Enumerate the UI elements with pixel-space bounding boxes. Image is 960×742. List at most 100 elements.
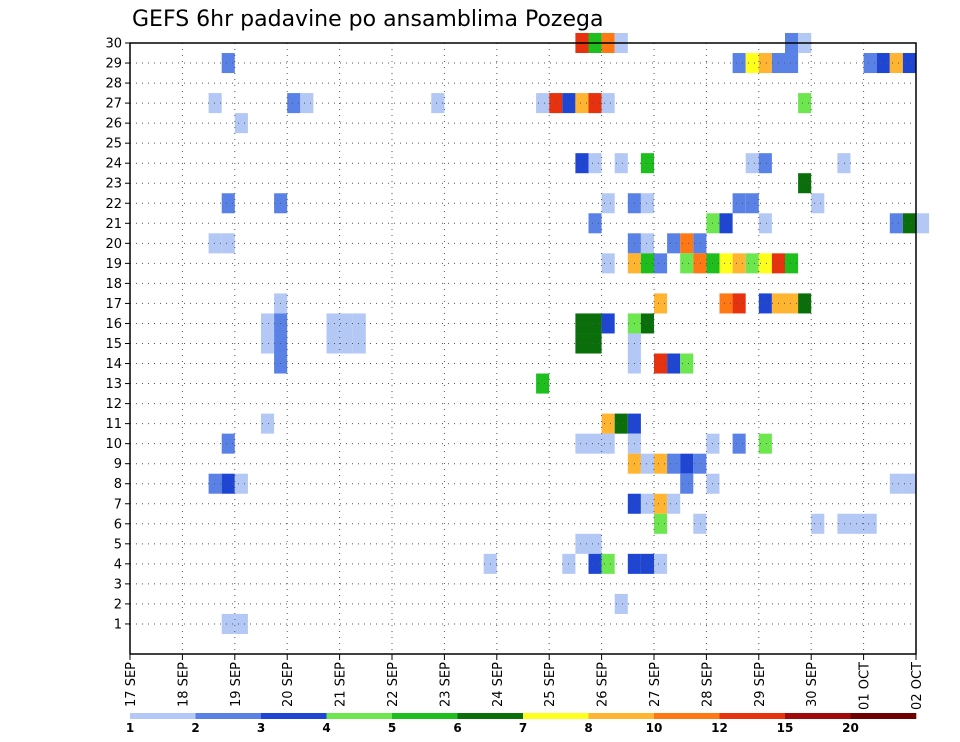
heatmap-cell bbox=[588, 433, 602, 454]
heatmap-cells bbox=[208, 32, 930, 634]
x-tick-label: 22 SEP bbox=[386, 662, 401, 707]
y-tick-label: 29 bbox=[105, 57, 122, 72]
heatmap-cell bbox=[221, 233, 235, 254]
colorbar-swatch bbox=[785, 713, 851, 719]
heatmap-cell bbox=[719, 213, 733, 234]
y-tick-label: 7 bbox=[114, 497, 122, 512]
heatmap-cell bbox=[667, 493, 681, 514]
heatmap-cell bbox=[811, 193, 825, 214]
colorbar-label: 6 bbox=[453, 721, 461, 735]
heatmap-cell bbox=[575, 433, 589, 454]
colorbar-legend: 1 2 3 4 5 6 7 8 10 12 15 20 bbox=[126, 713, 917, 735]
heatmap-cell bbox=[680, 453, 694, 474]
y-tick-label: 18 bbox=[105, 277, 122, 292]
colorbar-label: 5 bbox=[388, 721, 396, 735]
heatmap-cell bbox=[863, 53, 877, 74]
y-tick-label: 21 bbox=[105, 217, 122, 232]
x-tick-label: 19 SEP bbox=[229, 662, 244, 707]
x-tick-label: 24 SEP bbox=[491, 662, 506, 707]
heatmap-cell bbox=[837, 513, 851, 534]
y-tick-label: 3 bbox=[114, 577, 122, 592]
y-tick-label: 17 bbox=[105, 297, 122, 312]
y-tick-label: 19 bbox=[105, 257, 122, 272]
heatmap-cell bbox=[902, 473, 916, 494]
heatmap-cell bbox=[654, 293, 668, 314]
x-tick-label: 29 SEP bbox=[753, 662, 768, 707]
y-tick-label: 26 bbox=[105, 117, 122, 132]
heatmap-cell bbox=[261, 313, 275, 334]
x-tick-label: 28 SEP bbox=[700, 662, 715, 707]
y-tick-label: 1 bbox=[114, 617, 122, 632]
colorbar-swatch bbox=[130, 713, 196, 719]
y-tick-label: 11 bbox=[105, 417, 122, 432]
colorbar-swatch bbox=[654, 713, 720, 719]
heatmap-cell bbox=[221, 613, 235, 634]
heatmap-cell bbox=[221, 473, 235, 494]
heatmap-cell bbox=[680, 473, 694, 494]
colorbar-label: 20 bbox=[842, 721, 859, 735]
heatmap-cell bbox=[601, 433, 615, 454]
x-tick-label: 30 SEP bbox=[805, 662, 820, 707]
x-tick-label: 18 SEP bbox=[176, 662, 191, 707]
heatmap-cell bbox=[798, 93, 812, 114]
heatmap-cell bbox=[654, 453, 668, 474]
heatmap-cell bbox=[261, 333, 275, 354]
heatmap-cell bbox=[549, 93, 563, 114]
heatmap-cell bbox=[300, 93, 314, 114]
heatmap-cell bbox=[889, 53, 903, 74]
heatmap-cell bbox=[575, 153, 589, 174]
heatmap-cell bbox=[693, 453, 707, 474]
heatmap-cell bbox=[654, 553, 668, 574]
heatmap-cell bbox=[536, 373, 550, 394]
heatmap-cell bbox=[876, 53, 890, 74]
heatmap-cell bbox=[732, 293, 746, 314]
heatmap-cell bbox=[693, 513, 707, 534]
x-tick-label: 25 SEP bbox=[543, 662, 558, 707]
heatmap-cell bbox=[654, 253, 668, 274]
y-tick-label: 16 bbox=[105, 317, 122, 332]
heatmap-cell bbox=[614, 593, 628, 614]
heatmap-cell bbox=[326, 333, 340, 354]
y-tick-label: 9 bbox=[114, 457, 122, 472]
colorbar-swatch bbox=[850, 713, 917, 719]
heatmap-cell bbox=[654, 493, 668, 514]
heatmap-cell bbox=[758, 253, 772, 274]
colorbar-swatch bbox=[326, 713, 393, 719]
heatmap-cell bbox=[614, 413, 628, 434]
heatmap-cell bbox=[667, 453, 681, 474]
heatmap-cell bbox=[693, 253, 707, 274]
chart-title: GEFS 6hr padavine po ansamblima Pozega bbox=[132, 7, 603, 32]
heatmap-cell bbox=[732, 433, 746, 454]
heatmap-cell bbox=[601, 93, 615, 114]
y-tick-label: 4 bbox=[114, 557, 122, 572]
colorbar-label: 10 bbox=[646, 721, 663, 735]
y-tick-label: 30 bbox=[105, 37, 122, 52]
x-tick-label: 23 SEP bbox=[438, 662, 453, 707]
heatmap-cell bbox=[431, 93, 445, 114]
heatmap-cell bbox=[588, 313, 602, 334]
heatmap-cell bbox=[758, 433, 772, 454]
heatmap-cell bbox=[745, 193, 759, 214]
x-tick-label: 20 SEP bbox=[281, 662, 296, 707]
heatmap-cell bbox=[680, 233, 694, 254]
plot-frame bbox=[129, 42, 917, 655]
heatmap-cell bbox=[575, 333, 589, 354]
colorbar-label: 3 bbox=[257, 721, 265, 735]
heatmap-cell bbox=[785, 293, 799, 314]
colorbar-label: 7 bbox=[519, 721, 527, 735]
heatmap-cell bbox=[693, 233, 707, 254]
heatmap-cell bbox=[640, 453, 654, 474]
heatmap-cell bbox=[745, 153, 759, 174]
heatmap-cell bbox=[640, 153, 654, 174]
colorbar-label: 12 bbox=[711, 721, 728, 735]
heatmap-cell bbox=[758, 53, 772, 74]
heatmap-cell bbox=[732, 53, 746, 74]
heatmap-cell bbox=[221, 53, 235, 74]
heatmap-cell bbox=[863, 513, 877, 534]
heatmap-cell bbox=[640, 193, 654, 214]
heatmap-cell bbox=[837, 153, 851, 174]
x-tick-label: 17 SEP bbox=[124, 662, 139, 707]
colorbar-swatch bbox=[392, 713, 458, 719]
heatmap-cell bbox=[719, 293, 733, 314]
